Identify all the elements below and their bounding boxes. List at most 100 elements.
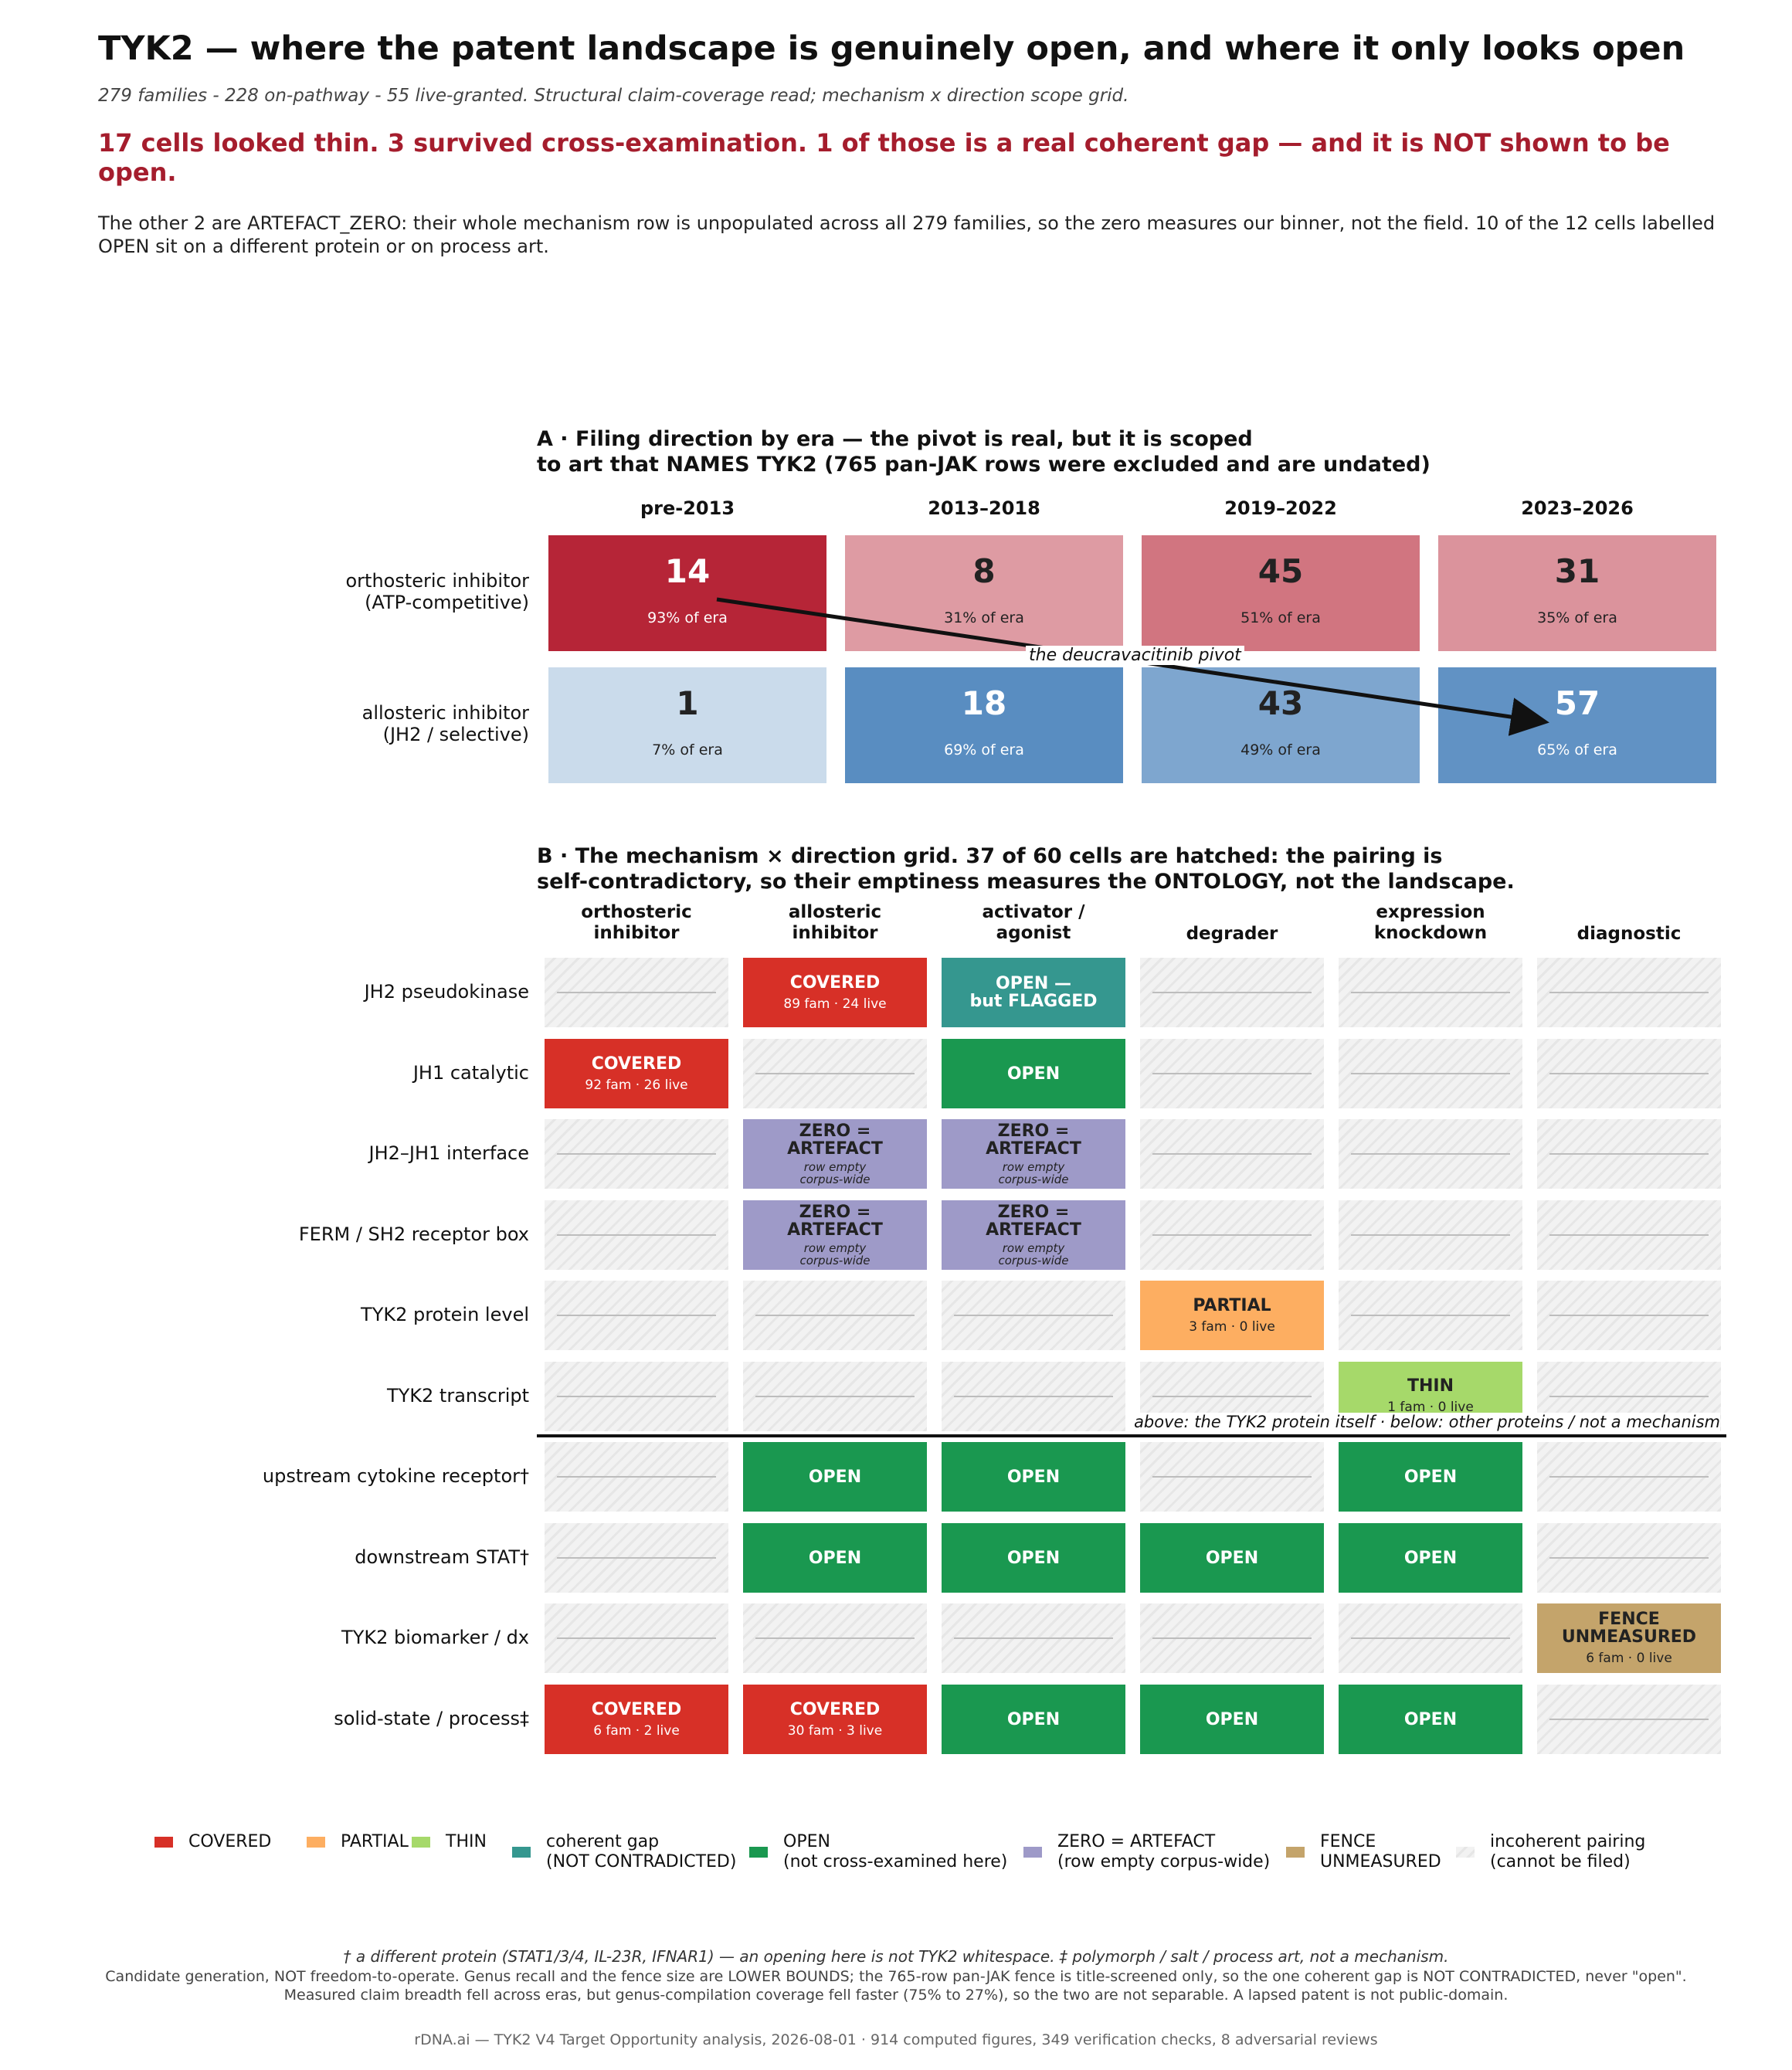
hatch-line [557,1637,716,1639]
legend-swatch [1456,1847,1475,1858]
cell-content: OPEN [942,1523,1125,1593]
grid-cell-incoherent [545,1603,728,1673]
legend-swatch [512,1847,531,1858]
cell-status-label: PARTIAL [1193,1295,1271,1315]
hatch-line [954,1315,1113,1316]
column-header: orthosteric inhibitor [581,902,692,943]
cell-note: row empty corpus-wide [799,1160,871,1186]
grid-cell-incoherent [1140,958,1324,1027]
cell-status-label: ZERO = ARTEFACT [986,1203,1081,1240]
panel-b-title: B · The mechanism × direction grid. 37 o… [537,844,1515,894]
era-count: 18 [961,684,1007,722]
legend-item: FENCE UNMEASURED [1286,1832,1441,1872]
grid-cell-open: OPEN [743,1442,927,1512]
cell-content: OPEN [942,1685,1125,1754]
headline: 17 cells looked thin. 3 survived cross-e… [98,128,1670,187]
grid-cell-open: OPEN [1339,1685,1522,1754]
era-share: 69% of era [944,741,1024,758]
legend-label: FENCE UNMEASURED [1320,1832,1441,1871]
grid-cell-incoherent [1140,1603,1324,1673]
cell-content: OPEN [942,1039,1125,1108]
grid-cell-open: OPEN [942,1442,1125,1512]
era-share: 65% of era [1537,741,1617,758]
cell-counts: 6 fam · 2 live [593,1722,680,1739]
legend-swatch [1286,1847,1305,1858]
cell-status-label: ZERO = ARTEFACT [787,1122,883,1159]
era-count: 43 [1257,684,1304,722]
grid-cell-incoherent [1140,1039,1324,1108]
hatch-line [1351,1234,1510,1236]
intro-text: The other 2 are ARTEFACT_ZERO: their who… [98,212,1716,257]
cell-note: row empty corpus-wide [799,1241,871,1267]
cell-counts: 3 fam · 0 live [1189,1318,1275,1335]
grid-cell-artefact: ZERO = ARTEFACT row empty corpus-wide [743,1119,927,1189]
legend-item: incoherent pairing (cannot be filed) [1456,1832,1645,1872]
cell-content: OPEN [1140,1523,1324,1593]
cell-status-label: OPEN [1006,1548,1061,1568]
cell-content: COVERED 89 fam · 24 live [743,958,927,1027]
cell-content: ZERO = ARTEFACT row empty corpus-wide [942,1200,1125,1270]
era-cell: 18 69% of era [845,667,1123,783]
hatch-line [1152,1637,1312,1639]
cell-status-label: ZERO = ARTEFACT [986,1122,1081,1159]
hatch-line [1549,1476,1709,1478]
footnote-caveat: Candidate generation, NOT freedom-to-ope… [105,1968,1687,2004]
grid-cell-incoherent [942,1362,1125,1431]
grid-cell-incoherent [743,1362,927,1431]
grid-cell-open: OPEN [942,1523,1125,1593]
mechanism-label: TYK2 biomarker / dx [341,1627,529,1648]
subtitle: 279 families - 228 on-pathway - 55 live-… [98,86,1129,106]
grid-cell-incoherent [1339,1281,1522,1350]
hatch-line [1549,992,1709,993]
legend-label: THIN [446,1832,487,1851]
cell-content: OPEN — but FLAGGED [942,958,1125,1027]
era-share: 51% of era [1240,609,1321,626]
grid-cell-covered: COVERED 30 fam · 3 live [743,1685,927,1754]
cell-status-label: OPEN — but FLAGGED [969,974,1098,1011]
grid-cell-incoherent [942,1603,1125,1673]
era-count: 8 [972,552,996,590]
cell-status-label: OPEN [1006,1467,1061,1487]
hatch-line [1152,1073,1312,1074]
grid-cell-incoherent [1537,1119,1721,1189]
grid-cell-artefact: ZERO = ARTEFACT row empty corpus-wide [942,1119,1125,1189]
column-header: expression knockdown [1373,902,1488,943]
cell-status-label: FENCE UNMEASURED [1561,1610,1697,1647]
legend-item: OPEN (not cross-examined here) [749,1832,1007,1872]
grid-cell-artefact: ZERO = ARTEFACT row empty corpus-wide [743,1200,927,1270]
mechanism-label: solid-state / process‡ [334,1708,529,1729]
cell-status-label: OPEN [1403,1467,1458,1487]
era-share: 93% of era [647,609,728,626]
grid-cell-open: OPEN [1140,1523,1324,1593]
grid-cell-open: OPEN [1140,1685,1324,1754]
era-cell: 31 35% of era [1438,535,1716,651]
cell-content: OPEN [942,1442,1125,1512]
footnote-credit: rDNA.ai — TYK2 V4 Target Opportunity ana… [414,2031,1378,2048]
grid-cell-incoherent [1537,1685,1721,1754]
grid-cell-covered: COVERED 92 fam · 26 live [545,1039,728,1108]
mechanism-label: TYK2 transcript [386,1385,529,1407]
era-header: 2019–2022 [1224,497,1337,519]
cell-content: OPEN [743,1442,927,1512]
grid-cell-incoherent [1537,1039,1721,1108]
hatch-line [557,1396,716,1397]
legend-label: OPEN (not cross-examined here) [783,1832,1008,1871]
column-header: allosteric inhibitor [788,902,882,943]
cell-counts: 1 fam · 0 live [1387,1400,1474,1415]
hatch-line [1152,992,1312,993]
legend-label: incoherent pairing (cannot be filed) [1490,1832,1646,1871]
hatch-line [557,992,716,993]
hatch-line [1152,1476,1312,1478]
cell-content: PARTIAL 3 fam · 0 live [1140,1281,1324,1350]
grid-cell-incoherent [545,1442,728,1512]
hatch-line [1351,1153,1510,1155]
cell-content: FENCE UNMEASURED 6 fam · 0 live [1537,1603,1721,1673]
cell-counts: 30 fam · 3 live [787,1722,883,1739]
era-share: 49% of era [1240,741,1321,758]
hatch-line [1351,1073,1510,1074]
column-header: degrader [1186,924,1278,944]
hatch-line [1549,1315,1709,1316]
grid-cell-incoherent [942,1281,1125,1350]
cell-status-label: OPEN [808,1548,862,1568]
mechanism-label: downstream STAT† [355,1546,529,1568]
